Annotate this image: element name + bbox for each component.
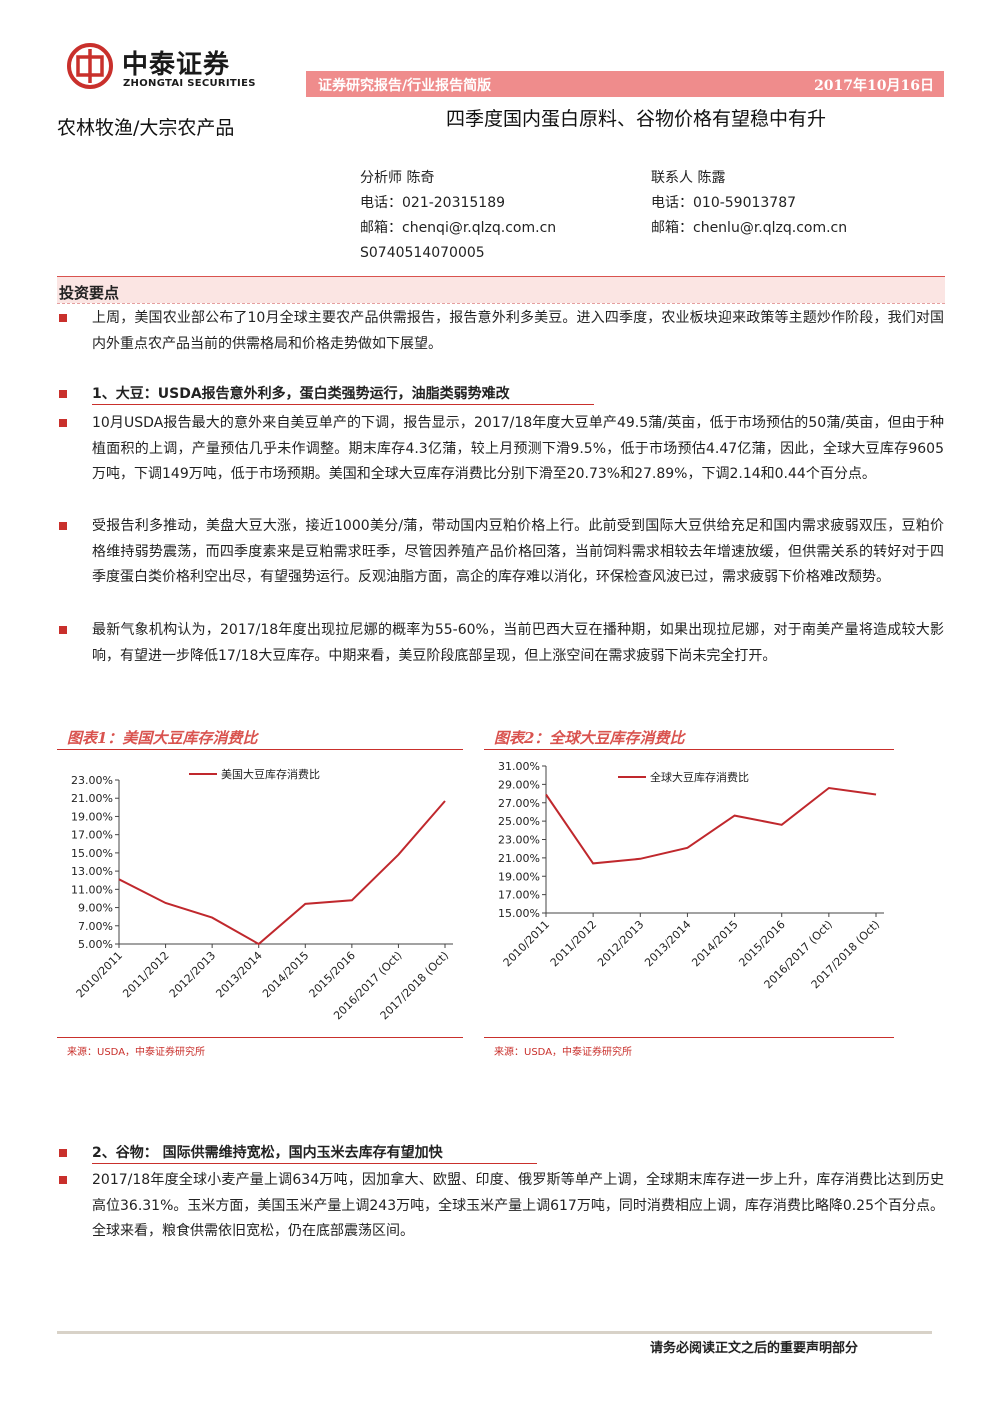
y-tick-label: 17.00%: [71, 829, 113, 842]
bullet-icon: [59, 419, 67, 427]
y-tick-label: 15.00%: [498, 907, 540, 920]
topic1-paragraph-3: 最新气象机构认为，2017/18年度出现拉尼娜的概率为55-60%，当前巴西大豆…: [57, 618, 945, 696]
y-tick-label: 29.00%: [498, 778, 540, 791]
topic1-heading-row: 1、大豆：USDA报告意外利多，蛋白类强势运行，油脂类弱势难改: [57, 382, 945, 408]
bullet-icon: [59, 390, 67, 398]
topic2-heading: 2、谷物： 国际供需维持宽松，国内玉米去库存有望加快: [92, 1145, 443, 1161]
contact-phone: 电话：010-59013787: [651, 195, 797, 211]
contact-name: 联系人 陈露: [651, 170, 726, 186]
report-date: 2017年10月16日: [814, 78, 934, 94]
intro-paragraph: 上周，美国农业部公布了10月全球主要农产品供需报告，报告意外利多美豆。进入四季度…: [57, 306, 945, 358]
bullet-icon: [59, 314, 67, 322]
bullet-icon: [59, 522, 67, 530]
topic1-text-3: 最新气象机构认为，2017/18年度出现拉尼娜的概率为55-60%，当前巴西大豆…: [92, 622, 944, 664]
topic1-heading: 1、大豆：USDA报告意外利多，蛋白类强势运行，油脂类弱势难改: [92, 386, 510, 402]
topic1-paragraph-2: 受报告利多推动，美盘大豆大涨，接近1000美分/蒲，带动国内豆粕价格上行。此前受…: [57, 514, 945, 618]
analyst-phone: 电话：021-20315189: [360, 195, 506, 211]
y-tick-label: 21.00%: [498, 852, 540, 865]
y-tick-label: 25.00%: [498, 815, 540, 828]
company-name-en: ZHONGTAI SECURITIES: [123, 78, 256, 89]
x-tick-label: 2011/2012: [120, 949, 171, 1000]
x-tick-label: 2013/2014: [213, 949, 264, 1000]
figure2-source: 来源：USDA，中泰证券研究所: [494, 1047, 633, 1058]
figure1-top-rule: [57, 749, 463, 750]
bullet-icon: [59, 1176, 67, 1184]
section-title: 投资要点: [59, 284, 120, 302]
section-divider: [57, 303, 945, 304]
figure2-title: 图表2：全球大豆库存消费比: [494, 729, 685, 747]
figure1-bottom-rule: [57, 1037, 463, 1038]
series-line: [118, 800, 446, 946]
y-tick-label: 23.00%: [498, 834, 540, 847]
bullet-icon: [59, 626, 67, 634]
y-tick-label: 17.00%: [498, 889, 540, 902]
x-tick-label: 2015/2016: [307, 949, 358, 1000]
y-tick-label: 11.00%: [71, 883, 113, 896]
contact-email: 邮箱：chenlu@r.qlzq.com.cn: [651, 220, 848, 236]
y-tick-label: 23.00%: [71, 774, 113, 787]
y-tick-label: 27.00%: [498, 797, 540, 810]
y-tick-label: 13.00%: [71, 865, 113, 878]
x-tick-label: 2010/2011: [74, 949, 125, 1000]
report-header-bar: 证券研究报告/行业报告简版 2017年10月16日: [306, 71, 944, 97]
analyst-block: 分析师 陈奇 电话：021-20315189 邮箱：chenqi@r.qlzq.…: [360, 166, 556, 266]
analyst-license: S0740514070005: [360, 245, 485, 261]
x-tick-label: 2010/2011: [501, 918, 552, 969]
y-tick-label: 15.00%: [71, 847, 113, 860]
y-tick-label: 5.00%: [78, 938, 113, 951]
figure2-chart: 15.00% 17.00% 19.00% 21.00% 23.00% 25.00% 27.0…: [498, 760, 884, 991]
topic1-text-1: 10月USDA报告最大的意外来自美豆单产的下调，报告显示，2017/18年度大豆…: [92, 415, 944, 482]
figure2-bottom-rule: [484, 1037, 894, 1038]
series-line: [545, 786, 877, 865]
figure2-top-rule: [484, 749, 894, 750]
report-type: 证券研究报告/行业报告简版: [318, 78, 492, 94]
x-tick-label: 2014/2015: [260, 949, 311, 1000]
x-tick-label: 2014/2015: [689, 918, 740, 969]
sector-label: 农林牧渔/大宗农产品: [57, 117, 235, 139]
y-tick-label: 7.00%: [78, 920, 113, 933]
contact-block: 联系人 陈露 电话：010-59013787 邮箱：chenlu@r.qlzq.…: [651, 166, 847, 241]
topic1-text-2: 受报告利多推动，美盘大豆大涨，接近1000美分/蒲，带动国内豆粕价格上行。此前受…: [92, 518, 944, 585]
topic1-paragraph-1: 10月USDA报告最大的意外来自美豆单产的下调，报告显示，2017/18年度大豆…: [57, 411, 945, 515]
figure1-source: 来源：USDA，中泰证券研究所: [67, 1047, 206, 1058]
topic2-text-1: 2017/18年度全球小麦产量上调634万吨，因加拿大、欧盟、印度、俄罗斯等单产…: [92, 1172, 944, 1239]
footer-rule: [57, 1331, 932, 1334]
y-tick-label: 19.00%: [498, 870, 540, 883]
figure1-chart: 5.00% 7.00% 9.00% 11.00% 13.00% 15.00% 17.00% 1…: [71, 767, 453, 1022]
intro-text: 上周，美国农业部公布了10月全球主要农产品供需报告，报告意外利多美豆。进入四季度…: [92, 310, 944, 352]
y-tick-label: 31.00%: [498, 760, 540, 773]
topic2-paragraph-1: 2017/18年度全球小麦产量上调634万吨，因加拿大、欧盟、印度、俄罗斯等单产…: [57, 1168, 945, 1246]
y-tick-label: 21.00%: [71, 792, 113, 805]
section-header: 投资要点: [57, 276, 945, 303]
analyst-name: 分析师 陈奇: [360, 170, 435, 186]
y-tick-label: 19.00%: [71, 810, 113, 823]
topic2-underline: [92, 1163, 537, 1164]
company-name-cn: 中泰证券: [122, 50, 231, 80]
topic1-underline: [92, 404, 594, 405]
x-tick-label: 2012/2013: [167, 949, 218, 1000]
x-tick-label: 2013/2014: [642, 918, 693, 969]
x-tick-label: 2015/2016: [736, 918, 787, 969]
footer-note: 请务必阅读正文之后的重要声明部分: [650, 1341, 859, 1356]
report-title: 四季度国内蛋白原料、谷物价格有望稳中有升: [446, 108, 827, 130]
analyst-email: 邮箱：chenqi@r.qlzq.com.cn: [360, 220, 557, 236]
legend-label: 美国大豆库存消费比: [221, 767, 320, 781]
figure1-title: 图表1：美国大豆库存消费比: [67, 729, 258, 747]
topic2-heading-row: 2、谷物： 国际供需维持宽松，国内玉米去库存有望加快: [57, 1141, 945, 1167]
legend-label: 全球大豆库存消费比: [650, 770, 749, 784]
y-tick-label: 9.00%: [78, 902, 113, 915]
company-logo-icon: [67, 43, 113, 89]
x-tick-label: 2012/2013: [595, 918, 646, 969]
x-tick-label: 2011/2012: [548, 918, 599, 969]
bullet-icon: [59, 1149, 67, 1157]
